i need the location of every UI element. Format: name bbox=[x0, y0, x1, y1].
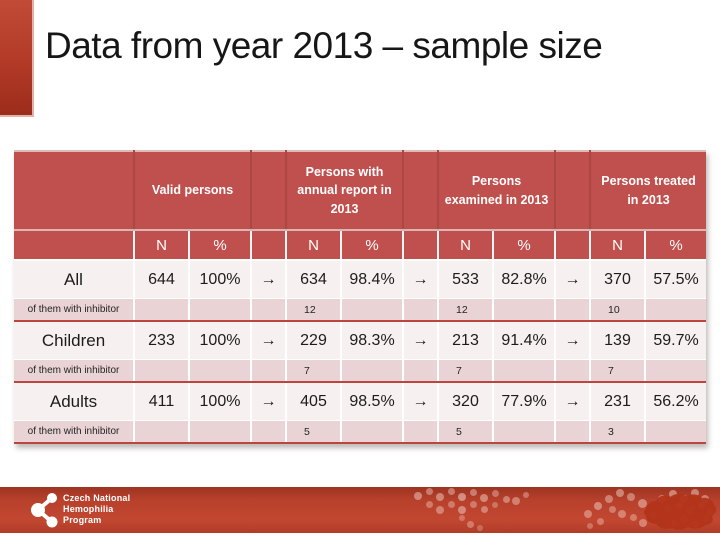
cell-examined-pct: 77.9% bbox=[493, 381, 557, 421]
cell-report-pct: 98.5% bbox=[341, 381, 405, 421]
header-spacer bbox=[403, 150, 440, 231]
arrow-icon: → bbox=[555, 259, 592, 299]
cell-report-n: 5 bbox=[286, 420, 342, 444]
row-label: All bbox=[14, 259, 135, 299]
org-line-1: Czech National bbox=[63, 493, 131, 503]
table-row-children-inhibitor: of them with inhibitor 7 7 7 bbox=[14, 359, 707, 383]
subheader-n: N bbox=[590, 230, 647, 261]
subheader-pct: % bbox=[493, 230, 557, 261]
slide-title: Data from year 2013 – sample size bbox=[45, 25, 603, 66]
arrow-icon: → bbox=[403, 381, 440, 421]
accent-bar bbox=[0, 0, 34, 117]
group-header-valid-persons: Valid persons bbox=[134, 150, 252, 231]
cell-report-pct: 98.3% bbox=[341, 320, 405, 360]
group-header-annual-report: Persons with annual report in 2013 bbox=[286, 150, 405, 231]
row-label: of them with inhibitor bbox=[14, 298, 135, 322]
arrow-icon: → bbox=[251, 259, 287, 299]
org-line-2: Hemophilia bbox=[63, 504, 114, 514]
table-row-adults-inhibitor: of them with inhibitor 5 5 3 bbox=[14, 420, 707, 444]
cell-examined-n: 533 bbox=[438, 259, 495, 299]
row-label: Adults bbox=[14, 381, 135, 421]
cell-report-n: 634 bbox=[286, 259, 342, 299]
arrow-icon: → bbox=[403, 320, 440, 360]
cell-examined-n: 7 bbox=[438, 359, 495, 383]
table-subheader-row: N % N % N % N % bbox=[14, 230, 707, 261]
cell-treated-n: 370 bbox=[590, 259, 647, 299]
cell-valid-pct: 100% bbox=[189, 259, 252, 299]
header-spacer bbox=[555, 150, 592, 231]
group-header-treated: Persons treated in 2013 bbox=[590, 150, 707, 231]
cell-examined-n: 5 bbox=[438, 420, 495, 444]
row-label: Children bbox=[14, 320, 135, 360]
header-spacer bbox=[555, 230, 592, 261]
subheader-pct: % bbox=[645, 230, 707, 261]
czech-map-decoration bbox=[644, 493, 717, 530]
group-header-examined: Persons examined in 2013 bbox=[438, 150, 557, 231]
subheader-n: N bbox=[286, 230, 342, 261]
sample-size-table: Valid persons Persons with annual report… bbox=[14, 150, 707, 444]
table-row-all: All 644 100% → 634 98.4% → 533 82.8% → 3… bbox=[14, 259, 707, 299]
cell-treated-n: 7 bbox=[590, 359, 647, 383]
table-row-adults: Adults 411 100% → 405 98.5% → 320 77.9% … bbox=[14, 381, 707, 421]
row-label: of them with inhibitor bbox=[14, 420, 135, 444]
cell-valid-n: 411 bbox=[134, 381, 190, 421]
cell-report-n: 405 bbox=[286, 381, 342, 421]
arrow-icon: → bbox=[555, 320, 592, 360]
cell-treated-pct: 59.7% bbox=[645, 320, 707, 360]
cell-valid-n: 644 bbox=[134, 259, 190, 299]
subheader-pct: % bbox=[341, 230, 405, 261]
header-spacer bbox=[251, 230, 287, 261]
arrow-icon: → bbox=[251, 381, 287, 421]
cell-treated-n: 3 bbox=[590, 420, 647, 444]
cell-report-pct: 98.4% bbox=[341, 259, 405, 299]
cell-treated-pct: 57.5% bbox=[645, 259, 707, 299]
cell-report-n: 12 bbox=[286, 298, 342, 322]
cell-examined-n: 213 bbox=[438, 320, 495, 360]
footer-band: Czech National Hemophilia Program bbox=[0, 487, 720, 533]
cell-treated-pct: 56.2% bbox=[645, 381, 707, 421]
cell-examined-n: 320 bbox=[438, 381, 495, 421]
footer-organization-name: Czech National Hemophilia Program bbox=[63, 493, 130, 526]
row-label: of them with inhibitor bbox=[14, 359, 135, 383]
arrow-icon: → bbox=[251, 320, 287, 360]
cell-treated-n: 10 bbox=[590, 298, 647, 322]
cell-examined-n: 12 bbox=[438, 298, 495, 322]
table-row-children: Children 233 100% → 229 98.3% → 213 91.4… bbox=[14, 320, 707, 360]
table-group-header-row: Valid persons Persons with annual report… bbox=[14, 150, 707, 231]
subheader-empty bbox=[14, 230, 135, 261]
header-spacer bbox=[403, 230, 440, 261]
cell-report-n: 229 bbox=[286, 320, 342, 360]
cell-valid-pct: 100% bbox=[189, 381, 252, 421]
table-row-all-inhibitor: of them with inhibitor 12 12 10 bbox=[14, 298, 707, 322]
cell-examined-pct: 91.4% bbox=[493, 320, 557, 360]
cell-valid-n: 233 bbox=[134, 320, 190, 360]
arrow-icon: → bbox=[555, 381, 592, 421]
chnp-molecule-logo-icon bbox=[31, 493, 58, 528]
cell-valid-pct: 100% bbox=[189, 320, 252, 360]
arrow-icon: → bbox=[403, 259, 440, 299]
cell-treated-n: 231 bbox=[590, 381, 647, 421]
subheader-n: N bbox=[134, 230, 190, 261]
header-spacer bbox=[251, 150, 287, 231]
org-line-3: Program bbox=[63, 515, 102, 525]
subheader-n: N bbox=[438, 230, 495, 261]
subheader-pct: % bbox=[189, 230, 252, 261]
cell-report-n: 7 bbox=[286, 359, 342, 383]
cell-treated-n: 139 bbox=[590, 320, 647, 360]
cell-examined-pct: 82.8% bbox=[493, 259, 557, 299]
table-corner-cell bbox=[14, 150, 135, 231]
